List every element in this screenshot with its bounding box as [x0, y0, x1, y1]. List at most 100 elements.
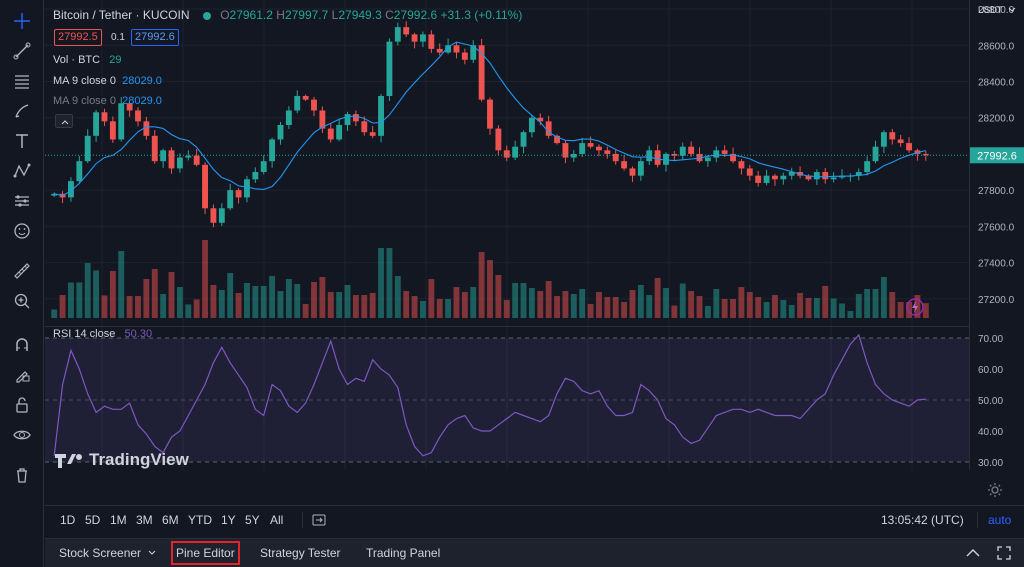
brush-icon[interactable]: [8, 98, 36, 124]
range-1d-button[interactable]: 1D: [60, 513, 76, 527]
tab-trading-panel[interactable]: Trading Panel: [366, 546, 441, 560]
ruler-icon[interactable]: [8, 258, 36, 284]
price-tick-label: 27400.0: [978, 259, 1015, 270]
candle-body: [629, 168, 636, 176]
candle-body: [788, 172, 795, 176]
volume-bar: [872, 289, 879, 318]
candle-body: [889, 132, 896, 140]
ma-value: 28029.0: [122, 75, 162, 87]
tab-stock-screener[interactable]: Stock Screener: [59, 546, 142, 560]
candle-body: [252, 172, 259, 180]
trash-icon[interactable]: [8, 462, 36, 488]
lock-icon[interactable]: [8, 392, 36, 418]
horizontal-lines-icon[interactable]: [8, 68, 36, 94]
chevron-down-icon[interactable]: [148, 550, 156, 556]
sell-price-button[interactable]: 27992.5: [54, 29, 102, 46]
candle-body: [663, 153, 669, 165]
range-1y-button[interactable]: 1Y: [221, 513, 236, 527]
price-scale[interactable]: 28800.0 28600.0 28400.0 28200.0 27800.0 27600…: [969, 0, 1024, 470]
rsi-line: [53, 333, 926, 457]
volume-bar: [520, 283, 527, 318]
candle-body: [285, 110, 292, 125]
candle-body: [730, 153, 736, 162]
tradingview-watermark[interactable]: TradingView: [55, 450, 189, 470]
forecast-icon[interactable]: [8, 188, 36, 214]
chart-pane[interactable]: 12:00412:00512:00612:00712:00812:00: [45, 0, 969, 498]
currency-selector[interactable]: USDT: [978, 5, 1003, 15]
range-6m-button[interactable]: 6M: [162, 513, 179, 527]
close-value: 27992.6: [393, 8, 438, 22]
volume-bar: [84, 263, 91, 318]
symbol-title[interactable]: Bitcoin / Tether · KUCOIN: [53, 8, 190, 22]
candle-body: [545, 121, 552, 136]
candle-body: [470, 45, 477, 60]
volume-bar: [227, 273, 234, 318]
eye-icon[interactable]: [8, 422, 36, 448]
candlesticks: [51, 21, 929, 228]
candle-body: [805, 175, 812, 180]
crosshair-icon[interactable]: [8, 8, 36, 34]
pattern-icon[interactable]: [8, 158, 36, 184]
range-3m-button[interactable]: 3M: [136, 513, 153, 527]
trend-line-icon[interactable]: [8, 38, 36, 64]
tab-pine-editor[interactable]: Pine Editor: [171, 541, 240, 565]
volume-bar: [864, 289, 871, 318]
range-1m-button[interactable]: 1M: [110, 513, 127, 527]
chevron-up-icon: [61, 120, 69, 125]
buy-price-button[interactable]: 27992.6: [131, 29, 179, 46]
volume-bar: [805, 298, 812, 318]
rsi-tick-label: 50.00: [978, 396, 1003, 407]
utc-clock[interactable]: 13:05:42 (UTC): [881, 513, 964, 527]
range-all-button[interactable]: All: [270, 513, 284, 527]
ma-legend-1[interactable]: MA 9 close 0 28029.0: [53, 75, 162, 87]
volume-bar: [621, 302, 628, 318]
volume-bar: [604, 297, 611, 318]
maximize-icon[interactable]: [997, 546, 1011, 560]
ma-line: [54, 41, 926, 197]
volume-bar: [704, 306, 711, 318]
lock-drawing-icon[interactable]: [8, 362, 36, 388]
candle-body: [738, 161, 745, 169]
candle-body: [176, 157, 183, 169]
volume-bar: [512, 283, 519, 318]
ma-legend-2[interactable]: MA 9 close 0 28029.0: [53, 95, 162, 107]
candle-body: [772, 175, 778, 180]
settings-gear-icon[interactable]: [987, 482, 1003, 498]
goto-date-icon[interactable]: [311, 512, 327, 528]
candle-body: [344, 114, 351, 125]
volume-bar: [344, 285, 351, 318]
range-5d-button[interactable]: 5D: [85, 513, 101, 527]
range-5y-button[interactable]: 5Y: [245, 513, 260, 527]
volume-legend[interactable]: Vol · BTC 29: [53, 54, 122, 66]
auto-scale-button[interactable]: auto: [988, 513, 1012, 527]
chevron-up-icon[interactable]: [966, 548, 980, 558]
candle-body: [193, 155, 200, 165]
candle-body: [436, 48, 443, 53]
magnet-icon[interactable]: [8, 332, 36, 358]
rsi-label: RSI 14 close: [53, 328, 116, 340]
text-icon[interactable]: [8, 128, 36, 154]
candle-body: [428, 34, 435, 49]
candle-body: [93, 112, 100, 136]
tab-strategy-tester[interactable]: Strategy Tester: [260, 546, 341, 560]
volume-bar: [369, 293, 376, 318]
collapse-legend-button[interactable]: [55, 114, 73, 128]
volume-bar: [587, 304, 594, 318]
volume-bar: [554, 296, 560, 318]
lightning-icon[interactable]: [906, 298, 924, 316]
zoom-in-icon[interactable]: [8, 288, 36, 314]
emoji-icon[interactable]: [8, 218, 36, 244]
volume-bar: [51, 309, 58, 318]
candle-body: [327, 128, 334, 140]
range-ytd-button[interactable]: YTD: [188, 513, 212, 527]
candle-body: [461, 52, 468, 60]
volume-bar: [210, 285, 217, 318]
candle-body: [411, 34, 418, 42]
divider: [302, 512, 303, 528]
candle-body: [126, 103, 133, 111]
candle-body: [361, 121, 368, 133]
volume-bar: [336, 292, 343, 318]
price-chart[interactable]: 12:00412:00512:00612:00712:00812:00: [45, 0, 969, 498]
rsi-legend[interactable]: RSI 14 close 50.30: [53, 328, 152, 340]
candle-body: [554, 135, 560, 144]
